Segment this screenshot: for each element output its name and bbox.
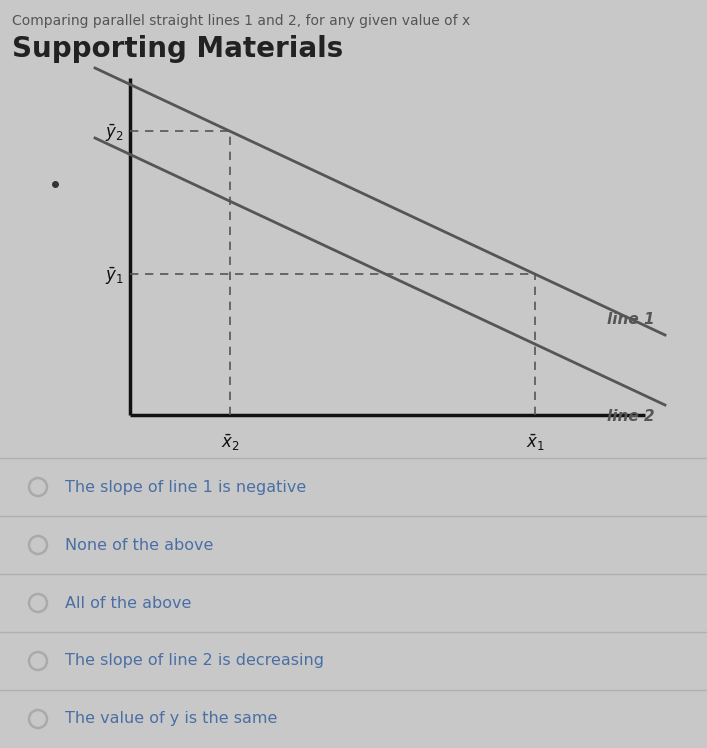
Circle shape bbox=[29, 710, 47, 728]
Text: None of the above: None of the above bbox=[65, 538, 214, 553]
Text: Supporting Materials: Supporting Materials bbox=[12, 35, 344, 63]
Circle shape bbox=[29, 536, 47, 554]
Text: Comparing parallel straight lines 1 and 2, for any given value of x: Comparing parallel straight lines 1 and … bbox=[12, 14, 470, 28]
Circle shape bbox=[29, 652, 47, 670]
Circle shape bbox=[29, 478, 47, 496]
Text: line 1: line 1 bbox=[607, 312, 655, 327]
Text: All of the above: All of the above bbox=[65, 595, 192, 610]
Text: The slope of line 1 is negative: The slope of line 1 is negative bbox=[65, 479, 306, 494]
Circle shape bbox=[29, 594, 47, 612]
Text: line 2: line 2 bbox=[607, 409, 655, 424]
Text: The value of y is the same: The value of y is the same bbox=[65, 711, 277, 726]
Text: $\bar{x}_1$: $\bar{x}_1$ bbox=[525, 433, 544, 453]
Text: $\bar{y}_1$: $\bar{y}_1$ bbox=[105, 266, 124, 286]
Text: $\bar{y}_2$: $\bar{y}_2$ bbox=[105, 123, 124, 144]
Text: $\bar{x}_2$: $\bar{x}_2$ bbox=[221, 433, 240, 453]
Text: The slope of line 2 is decreasing: The slope of line 2 is decreasing bbox=[65, 654, 324, 669]
